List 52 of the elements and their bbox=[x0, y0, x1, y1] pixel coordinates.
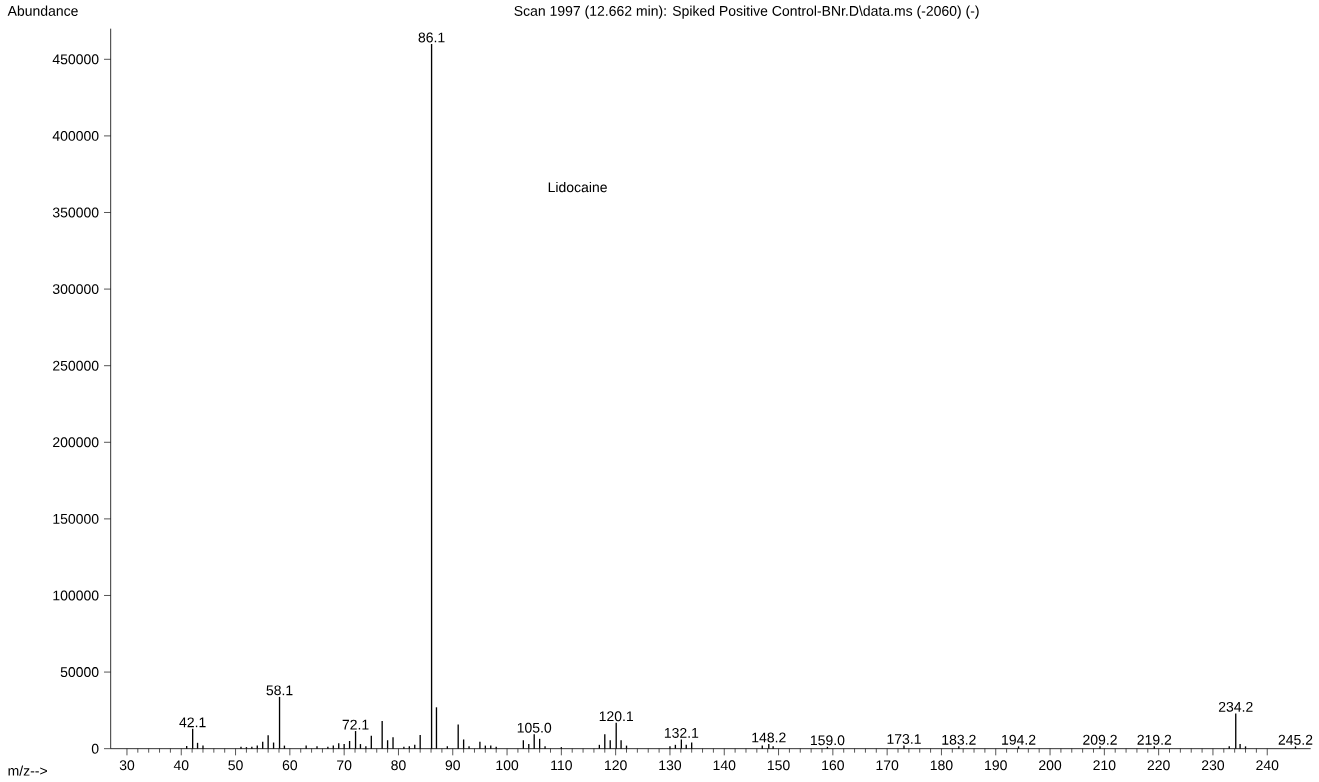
y-tick-label: 50000 bbox=[60, 667, 99, 678]
x-tick-label: 50 bbox=[228, 760, 243, 771]
y-tick-label: 200000 bbox=[53, 437, 99, 448]
x-tick-label: 70 bbox=[337, 760, 352, 771]
x-tick-label: 200 bbox=[1039, 760, 1062, 771]
annotation: Lidocaine bbox=[548, 181, 607, 193]
x-tick-label: 30 bbox=[119, 760, 135, 771]
x-tick-label: 40 bbox=[173, 760, 189, 771]
annotation: 219.2 bbox=[1137, 734, 1172, 745]
x-tick-label: 190 bbox=[985, 760, 1007, 771]
x-tick-label: 60 bbox=[282, 760, 298, 771]
y-tick-label: 0 bbox=[91, 743, 99, 754]
x-tick-label: 150 bbox=[767, 760, 790, 771]
annotation: 148.2 bbox=[752, 732, 786, 743]
x-tick-label: 160 bbox=[822, 760, 844, 771]
y-tick-label: 100000 bbox=[53, 590, 99, 601]
x-tick-label: 140 bbox=[713, 760, 736, 771]
y-tick-label: 400000 bbox=[52, 130, 99, 141]
x-tick-label: 90 bbox=[445, 760, 460, 771]
annotation: 58.1 bbox=[266, 685, 293, 696]
annotation: 132.1 bbox=[664, 727, 699, 738]
annotation: 234.2 bbox=[1218, 701, 1253, 712]
annotation: 183.2 bbox=[942, 734, 976, 745]
annotation: 42.1 bbox=[179, 717, 206, 728]
x-tick-label: 180 bbox=[930, 760, 953, 771]
x-tick-label: 130 bbox=[659, 760, 682, 771]
x-tick-label: 80 bbox=[391, 760, 406, 771]
y-tick-label: 250000 bbox=[53, 360, 99, 371]
x-tick-label: 220 bbox=[1147, 760, 1170, 771]
annotation: 173.1 bbox=[887, 734, 921, 745]
annotation: 245.2 bbox=[1278, 734, 1313, 745]
chart-title: Scan 1997 (12.662 min): Spiked Positive Control-BNr.D\data.ms (-2060) (-) bbox=[514, 5, 979, 19]
x-axis-title: m/z--> bbox=[8, 765, 47, 776]
annotation: 72.1 bbox=[342, 719, 369, 730]
y-tick-label: 350000 bbox=[52, 207, 99, 218]
y-tick-label: 450000 bbox=[52, 54, 99, 65]
y-tick-label: 150000 bbox=[53, 513, 99, 524]
x-tick-label: 120 bbox=[605, 760, 627, 771]
annotation: 120.1 bbox=[599, 711, 634, 722]
annotation: 105.0 bbox=[517, 722, 552, 733]
annotation: 209.2 bbox=[1083, 734, 1117, 745]
y-tick-label: 300000 bbox=[52, 284, 99, 295]
annotation: 86.1 bbox=[418, 32, 445, 43]
x-tick-label: 210 bbox=[1093, 760, 1116, 771]
y-axis-title: Abundance bbox=[7, 5, 78, 16]
x-tick-label: 240 bbox=[1256, 760, 1279, 771]
x-tick-label: 170 bbox=[876, 760, 899, 771]
x-tick-label: 110 bbox=[551, 760, 572, 771]
x-tick-label: 100 bbox=[496, 760, 519, 771]
x-tick-label: 230 bbox=[1201, 760, 1225, 771]
annotation: 159.0 bbox=[810, 735, 845, 746]
annotation: 194.2 bbox=[1002, 734, 1036, 745]
